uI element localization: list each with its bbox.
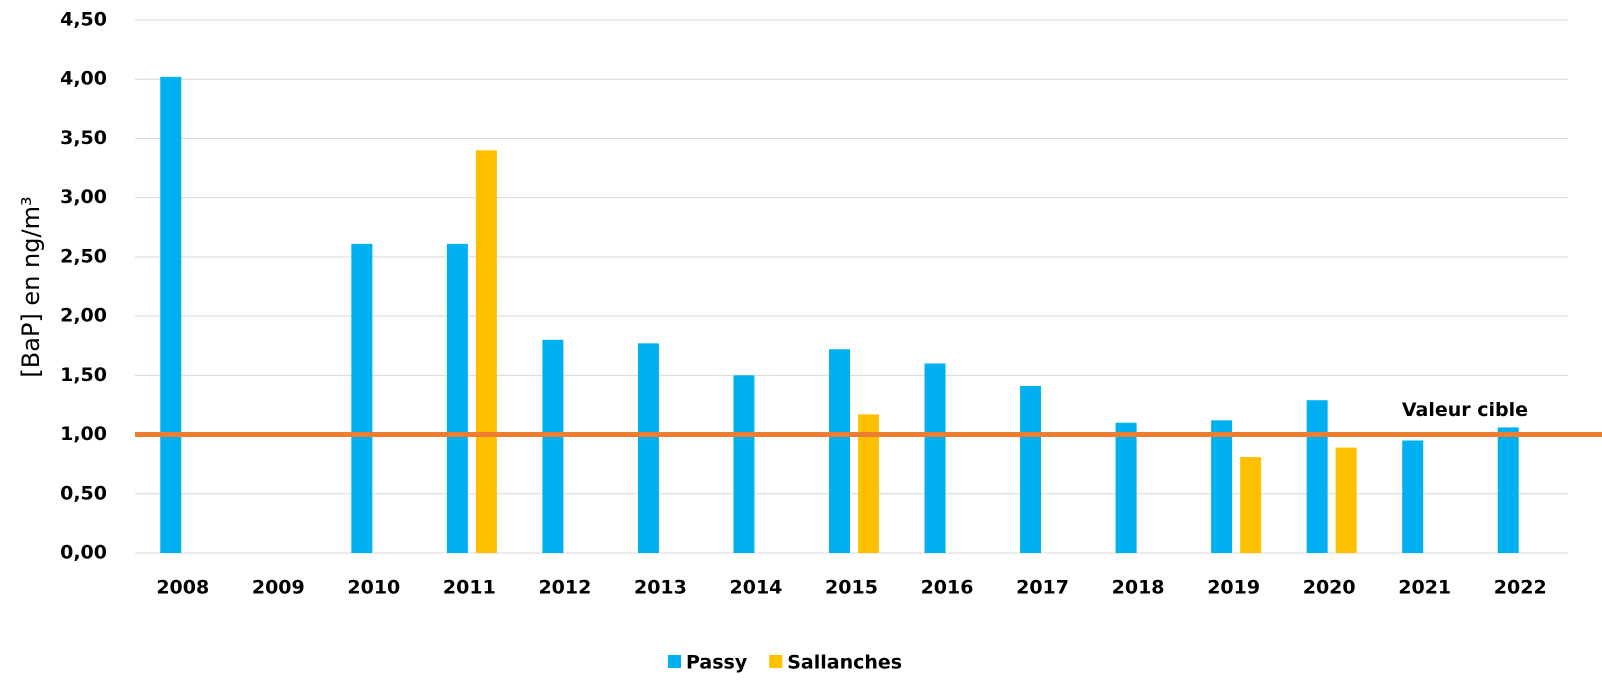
bar [1335, 447, 1357, 553]
bar [637, 343, 659, 553]
x-tick-label: 2011 [443, 577, 496, 599]
bar [1306, 400, 1328, 553]
y-tick-label: 0,50 [60, 482, 107, 504]
bar [446, 243, 468, 554]
x-tick-label: 2010 [347, 577, 400, 599]
y-tick-label: 4,00 [60, 68, 107, 90]
bar [1240, 457, 1262, 553]
bar [829, 349, 850, 553]
y-tick-label: 1,00 [60, 423, 107, 445]
x-tick-label: 2020 [1303, 577, 1356, 599]
y-tick-label: 2,00 [60, 305, 107, 327]
legend-swatch [769, 655, 783, 668]
y-tick-label: 4,50 [60, 9, 107, 31]
y-axis-title: [BaP] en ng/m³ [17, 196, 45, 377]
x-tick-label: 2022 [1494, 577, 1547, 599]
y-tick-label: 3,00 [60, 186, 107, 208]
y-tick-label: 2,50 [60, 245, 107, 267]
bar [351, 243, 373, 554]
y-tick-label: 1,50 [60, 364, 107, 386]
x-tick-label: 2012 [538, 577, 591, 599]
legend-label: Sallanches [787, 652, 902, 674]
x-tick-label: 2014 [730, 577, 783, 599]
reference-label: Valeur cible [1402, 399, 1528, 421]
x-tick-label: 2017 [1016, 577, 1069, 599]
legend-label: Passy [686, 652, 748, 674]
bar [1497, 427, 1519, 553]
x-tick-label: 2019 [1207, 577, 1260, 599]
bar [733, 375, 755, 553]
bar [1211, 420, 1233, 553]
x-tick-label: 2009 [252, 577, 305, 599]
bar [1402, 440, 1424, 553]
x-tick-label: 2018 [1112, 577, 1165, 599]
x-tick-label: 2008 [156, 577, 209, 599]
bar [160, 76, 182, 553]
bar [858, 414, 879, 553]
x-tick-label: 2016 [921, 577, 974, 599]
y-tick-label: 0,00 [60, 542, 107, 564]
bar [1115, 422, 1137, 553]
bar [1020, 385, 1042, 553]
y-tick-label: 3,50 [60, 127, 107, 149]
x-tick-label: 2021 [1398, 577, 1451, 599]
bar [924, 363, 946, 553]
legend-swatch [668, 655, 681, 668]
bar [475, 150, 497, 554]
bar [542, 339, 564, 553]
x-tick-label: 2013 [634, 577, 687, 599]
x-tick-label: 2015 [825, 577, 878, 599]
